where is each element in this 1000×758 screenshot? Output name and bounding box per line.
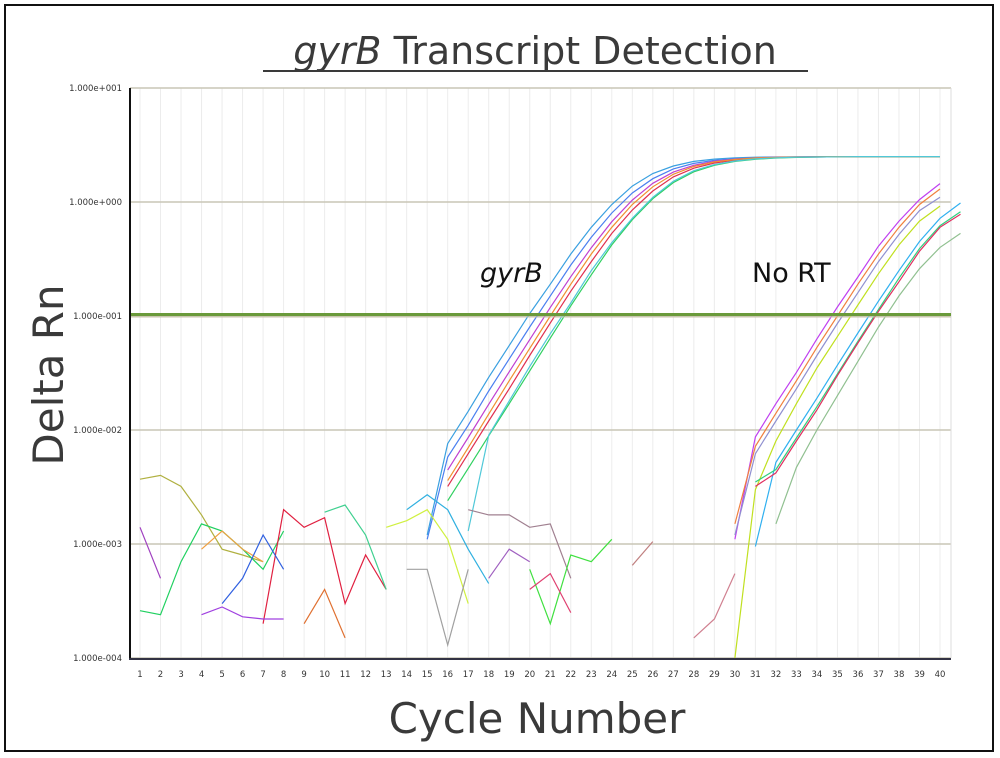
y-tick-labels: 1.000e-004 1.000e-003 1.000e-002 1.000e-001… — [69, 84, 122, 664]
x-tick-label: 36 — [853, 670, 864, 680]
x-tick-label: 33 — [791, 670, 802, 680]
x-tick-label: 12 — [360, 670, 371, 680]
series-line — [303, 588, 346, 639]
x-tick-label: 19 — [504, 670, 515, 680]
series-line — [426, 156, 940, 536]
x-tick-label: 37 — [873, 670, 884, 680]
series-line — [201, 530, 264, 563]
x-tick-label: 22 — [565, 670, 576, 680]
x-axis-label: Cycle Number — [389, 694, 687, 743]
x-tick-label: 31 — [750, 670, 761, 680]
x-tick-label: 11 — [340, 670, 351, 680]
series-line — [139, 523, 285, 616]
series-line — [734, 183, 941, 540]
x-tick-label: 8 — [281, 670, 286, 680]
series-line — [139, 527, 162, 579]
series-line — [221, 533, 285, 604]
annotation-gyrb: gyrB — [480, 258, 543, 289]
x-tick-label: 10 — [319, 670, 330, 680]
x-tick-label: 35 — [832, 670, 843, 680]
x-tick-label: 38 — [894, 670, 905, 680]
series-line — [406, 494, 490, 584]
series-line — [529, 572, 572, 613]
x-tick-label: 2 — [158, 670, 163, 680]
x-tick-labels: 1 2 3 4 5 6 7 8 9 10 11 12 13 14 15 16 17 18 19 20 21 22 23 24 2… — [137, 670, 945, 680]
x-tick-label: 32 — [770, 670, 781, 680]
x-tick-label: 39 — [914, 670, 925, 680]
series-line — [754, 202, 961, 547]
y-tick-label: 1.000e-001 — [73, 312, 122, 322]
y-tick-label: 1.000e+000 — [69, 198, 122, 208]
x-tick-label: 24 — [606, 670, 617, 680]
x-tick-label: 25 — [627, 670, 638, 680]
series-lines — [139, 156, 961, 659]
y-tick-label: 1.000e-002 — [73, 426, 122, 436]
x-tick-label: 16 — [442, 670, 453, 680]
series-line — [406, 568, 469, 648]
x-tick-label: 3 — [178, 670, 183, 680]
x-tick-label: 13 — [381, 670, 392, 680]
series-line — [201, 606, 284, 620]
x-tick-label: 15 — [422, 670, 433, 680]
series-line — [468, 509, 572, 579]
title-rest: Transcript Detection — [382, 29, 777, 73]
series-line — [467, 156, 940, 532]
series-line — [139, 474, 264, 563]
x-tick-label: 34 — [812, 670, 823, 680]
x-tick-label: 26 — [647, 670, 658, 680]
x-tick-label: 30 — [729, 670, 740, 680]
series-line — [529, 538, 613, 626]
series-line — [775, 232, 961, 525]
series-line — [755, 211, 961, 483]
x-tick-label: 18 — [483, 670, 494, 680]
grid — [130, 87, 952, 659]
x-tick-label: 6 — [240, 670, 245, 680]
y-axis-label: Delta Rn — [24, 284, 73, 465]
svg-text:gyrB Transcript Detection: gyrB Transcript Detection — [293, 29, 777, 73]
annotation-no-rt: No RT — [752, 258, 831, 289]
x-tick-label: 1 — [137, 670, 142, 680]
chart-title: gyrB Transcript Detection — [263, 29, 808, 73]
series-line — [262, 508, 387, 624]
x-tick-label: 21 — [545, 670, 556, 680]
x-tick-label: 23 — [586, 670, 597, 680]
x-tick-label: 5 — [219, 670, 224, 680]
x-tick-label: 7 — [260, 670, 265, 680]
series-line — [734, 196, 941, 536]
x-tick-label: 29 — [709, 670, 720, 680]
series-line — [631, 541, 654, 566]
series-line — [755, 213, 961, 487]
x-tick-label: 28 — [688, 670, 699, 680]
x-tick-label: 4 — [199, 670, 204, 680]
axes — [129, 88, 951, 660]
x-tick-label: 27 — [668, 670, 679, 680]
slide-frame — [4, 4, 994, 752]
y-tick-label: 1.000e-003 — [73, 540, 122, 550]
x-tick-label: 9 — [301, 670, 306, 680]
title-italic: gyrB — [293, 29, 381, 73]
y-tick-label: 1.000e+001 — [69, 84, 122, 94]
threshold-line — [130, 313, 951, 318]
series-line — [734, 205, 941, 659]
x-tick-label: 40 — [935, 670, 946, 680]
x-tick-label: 14 — [401, 670, 412, 680]
x-tick-label: 20 — [524, 670, 535, 680]
series-line — [386, 508, 469, 604]
series-line — [426, 156, 940, 540]
y-tick-label: 1.000e-004 — [73, 654, 122, 664]
series-line — [693, 573, 736, 639]
series-line — [488, 548, 531, 579]
x-tick-label: 17 — [463, 670, 474, 680]
series-line — [324, 504, 387, 590]
